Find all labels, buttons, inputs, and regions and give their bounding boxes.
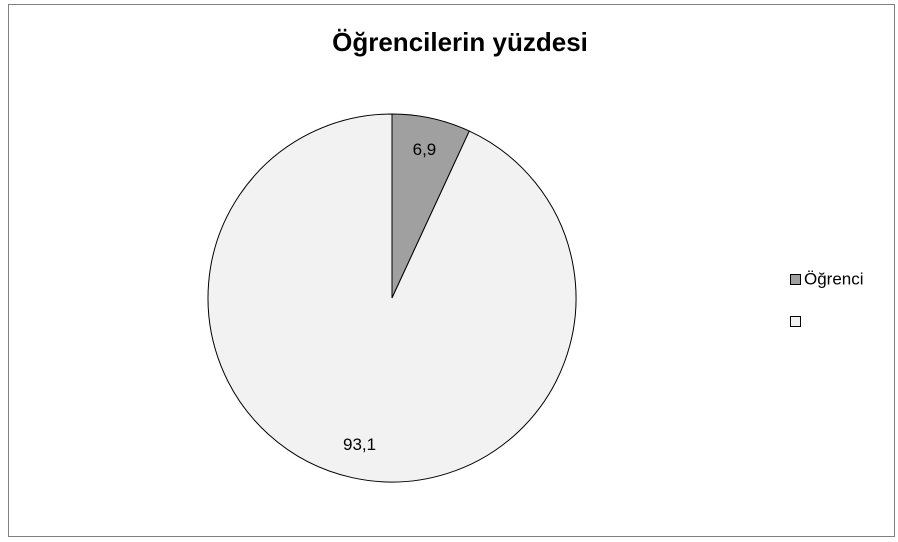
data-label: 93,1 [343, 435, 376, 454]
data-label: 6,9 [413, 140, 437, 159]
pie-slice [207, 113, 577, 483]
legend-swatch [790, 274, 801, 285]
legend-swatch [790, 316, 801, 327]
chart-title: Öğrencilerin yüzdesi [332, 27, 588, 57]
legend-label: Öğrenci [804, 269, 864, 288]
